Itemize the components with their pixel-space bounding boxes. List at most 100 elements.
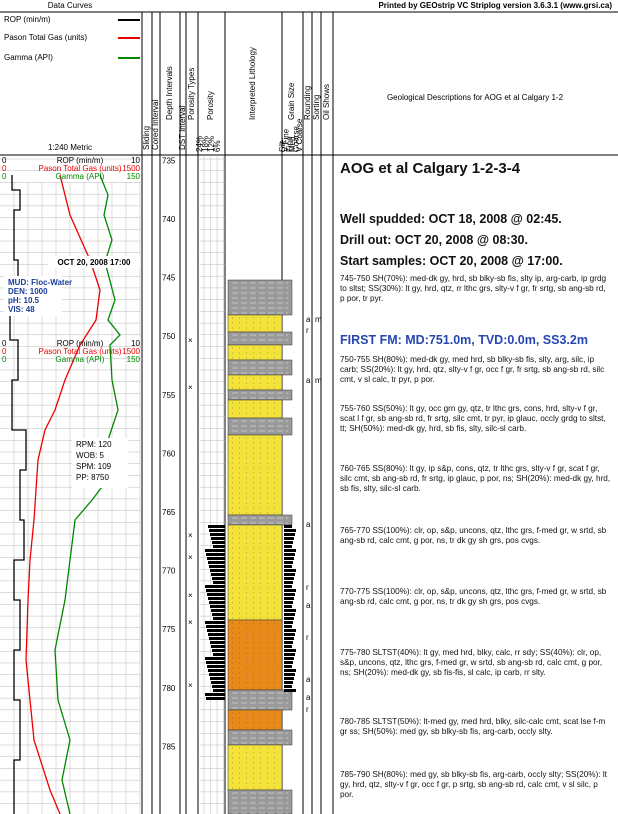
scale-min: 0: [2, 156, 7, 165]
description: 775-780 SLTST(40%): lt gy, med hrd, blky…: [340, 648, 603, 677]
scale-name: ROP (min/m): [57, 156, 104, 165]
grain-bar: [284, 661, 293, 664]
show-label: a: [306, 693, 311, 702]
column-header: Cored Interval: [151, 100, 160, 150]
scale-name: Gamma (API): [56, 172, 105, 181]
porosity-bar: [213, 581, 225, 584]
show-label: r: [306, 705, 309, 714]
drill-line: PP: 8750: [76, 473, 109, 482]
depth-label: 735: [162, 156, 176, 165]
legend-item: Pason Total Gas (units): [4, 33, 87, 42]
porosity-bar: [205, 693, 225, 696]
depth-label: 785: [162, 742, 176, 751]
porosity-bar: [205, 657, 225, 660]
lithology-block: [227, 709, 283, 731]
column-header: Interpreted Lithology: [248, 47, 257, 120]
porosity-bar: [213, 617, 225, 620]
porosity-scale: 24%: [195, 136, 204, 152]
porosity-bar: [213, 653, 225, 656]
grain-bar: [284, 569, 296, 572]
grain-bar: [284, 557, 294, 560]
porosity-bar: [212, 613, 225, 616]
grain-bar: [284, 645, 292, 648]
porosity-bar: [208, 633, 225, 636]
depth-labels: 735 740 745 750 755 760 765 770 775 780 785: [162, 156, 176, 751]
porosity-bar: [211, 537, 225, 540]
svg-text:×: ×: [188, 383, 193, 392]
grain-bar: [284, 533, 295, 536]
grain-bar: [284, 529, 296, 532]
porosity-bar: [212, 685, 225, 688]
grain-bar: [284, 541, 293, 544]
grain-bar: [284, 641, 293, 644]
gas-curve: [25, 174, 101, 814]
lithology-block: [227, 417, 293, 436]
lithology-block: [227, 279, 293, 316]
depth-label: 770: [162, 567, 176, 576]
column-header: Porosity Types: [187, 68, 196, 120]
legend-title: Data Curves: [48, 1, 92, 10]
grain-bar: [284, 677, 294, 680]
porosity-bar: [209, 529, 225, 532]
porosity-bar: [211, 645, 225, 648]
grain-bar: [284, 561, 293, 564]
show-label: m: [315, 315, 322, 324]
grain-bar: [284, 585, 292, 588]
printed-by: Printed by GEOstrip VC Striplog version …: [378, 1, 612, 10]
rop-curve: [9, 175, 27, 814]
frame: [0, 11, 618, 814]
start-samples: Start samples: OCT 20, 2008 @ 17:00.: [340, 254, 563, 268]
porosity-bar: [211, 609, 225, 612]
drill-line: RPM: 120: [76, 440, 112, 449]
show-label: r: [306, 583, 309, 592]
mud-line: MUD: Floc-Water: [8, 278, 72, 287]
depth-label: 755: [162, 391, 176, 400]
grain-bar: [284, 605, 292, 608]
column-header: Sorting: [312, 95, 321, 120]
depth-label: 765: [162, 508, 176, 517]
depth-label: 775: [162, 625, 176, 634]
grain-bar: [284, 537, 294, 540]
date-annotation: OCT 20, 2008 17:00: [58, 258, 131, 267]
scale-max: 1500: [122, 347, 140, 356]
drill-line: WOB: 5: [76, 451, 105, 460]
dst-marks: × × × × × × ×: [188, 336, 193, 690]
gamma-curve: [54, 174, 121, 814]
description: 760-765 SS(80%): lt gy, ip s&p, cons, qt…: [340, 464, 611, 493]
grain-bar: [284, 545, 292, 548]
scale: 1:240 Metric: [48, 143, 92, 152]
svg-text:×: ×: [188, 591, 193, 600]
scale-name: ROP (min/m): [57, 339, 104, 348]
show-label: a: [306, 601, 311, 610]
porosity-bar: [212, 649, 225, 652]
grain-bar: [284, 621, 293, 624]
grain-bar: [284, 613, 295, 616]
column-header: Grain Size: [287, 82, 296, 120]
porosity-scale: 6%: [213, 140, 222, 152]
porosity-bar: [208, 561, 225, 564]
mud-line: DEN: 1000: [8, 287, 48, 296]
porosity-bar: [213, 545, 225, 548]
curves: [9, 174, 121, 814]
porosity-bar: [210, 677, 225, 680]
scale-min: 0: [2, 355, 7, 364]
grain-bar: [284, 665, 292, 668]
legend-item: Gamma (API): [4, 53, 53, 62]
mud-line: pH: 10.5: [8, 296, 40, 305]
column-header: Oil Shows: [322, 84, 331, 120]
show-label: a: [306, 376, 311, 385]
grain-bar: [284, 685, 292, 688]
grain-bar: [284, 649, 296, 652]
porosity-bar: [209, 637, 225, 640]
spudded: Well spudded: OCT 18, 2008 @ 02:45.: [340, 212, 562, 226]
grain-bar: [284, 673, 295, 676]
porosity-bar: [207, 593, 225, 596]
lithology-block: [227, 434, 283, 516]
scale-max: 150: [127, 355, 141, 364]
grain-scale: Coarse: [292, 126, 301, 152]
scale-max: 10: [131, 156, 140, 165]
mud-line: VIS: 48: [8, 305, 35, 314]
